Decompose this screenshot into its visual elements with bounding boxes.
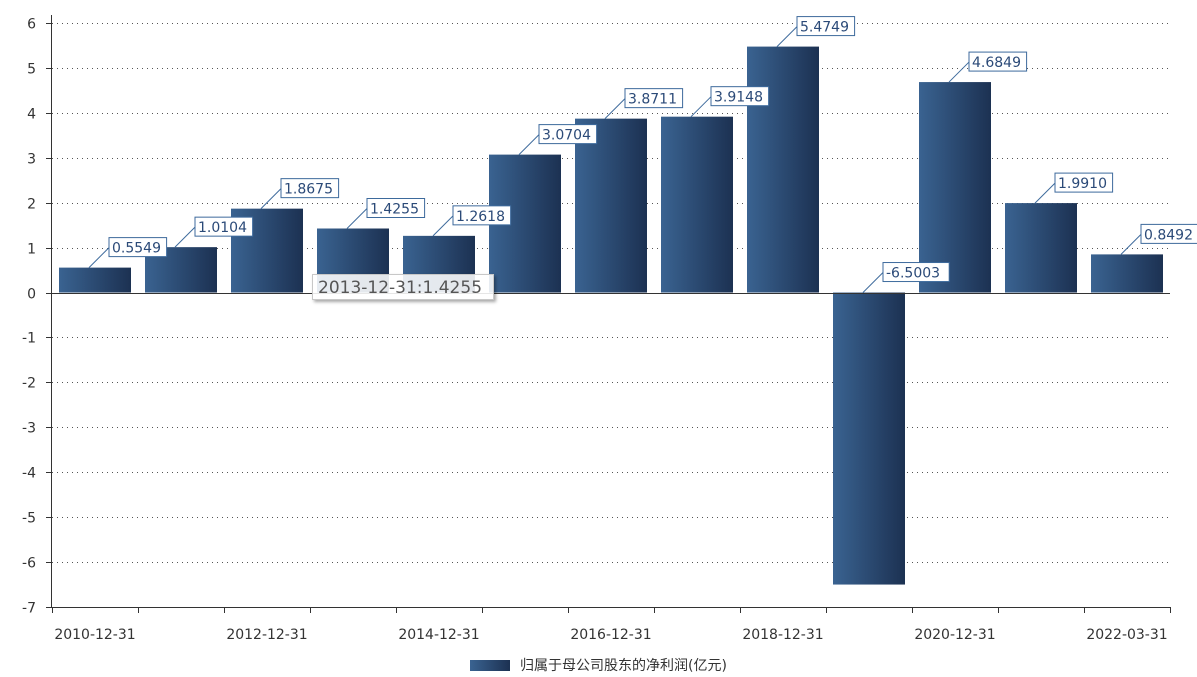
y-tick-label: 2 [27, 197, 36, 213]
data-label-leader [690, 96, 712, 118]
x-tick-label: 2022-03-31 [1086, 627, 1167, 643]
x-tick-label: 2014-12-31 [398, 627, 479, 643]
legend-swatch [470, 659, 510, 671]
data-label: 1.0104 [198, 220, 247, 236]
data-label: 1.8675 [284, 182, 333, 198]
data-label-leader [1120, 234, 1142, 255]
data-label: 1.9910 [1058, 176, 1107, 192]
x-tick-label: 2016-12-31 [570, 627, 651, 643]
data-label: 0.5549 [112, 241, 161, 257]
data-label-box [194, 216, 254, 237]
data-label-leader [776, 26, 798, 47]
bars [59, 46, 1163, 585]
y-tick-label: 1 [27, 242, 36, 258]
data-labels: 0.5549 1.0104 1.8675 1.4255 1.2618 3.0704 3.87… [88, 16, 1197, 293]
data-label-box [1140, 223, 1197, 244]
bar [919, 82, 991, 293]
data-label-box [108, 237, 168, 258]
bar [59, 267, 131, 293]
data-label-box [710, 86, 770, 107]
data-label-box [624, 88, 684, 109]
data-label-leader [1034, 182, 1056, 204]
y-tick-label: -2 [22, 376, 36, 392]
bar [661, 116, 733, 293]
legend[interactable]: 归属于母公司股东的净利润(亿元) [470, 655, 727, 675]
data-label-box [452, 205, 512, 226]
y-tick-label: -3 [22, 421, 36, 437]
y-tick-label: -5 [22, 511, 36, 527]
data-label: -6.5003 [886, 266, 940, 282]
bar [747, 46, 819, 293]
data-label-leader [174, 226, 196, 248]
data-label: 5.4749 [800, 20, 849, 36]
y-tick-label: 5 [27, 62, 36, 78]
y-tick-label: -7 [22, 601, 36, 617]
bar [1091, 254, 1163, 293]
x-tick-label: 2012-12-31 [226, 627, 307, 643]
data-label-leader [260, 188, 282, 209]
y-tick-label: -4 [22, 466, 36, 482]
data-label-leader [518, 134, 540, 155]
data-label-box [1054, 172, 1114, 193]
data-label-box [882, 262, 950, 283]
data-label: 3.0704 [542, 128, 591, 144]
axes: 6 5 4 3 2 1 0 -1 -2 -3 -4 -5 -6 -7 2010-12-31 2012-12-3… [22, 15, 1171, 643]
legend-label: 归属于母公司股东的净利润(亿元) [520, 658, 727, 674]
data-label: 0.8492 [1144, 227, 1193, 243]
y-tick-label: 0 [27, 287, 36, 303]
data-label: 3.8711 [628, 92, 677, 108]
y-tick-label: 6 [27, 17, 36, 33]
bar [575, 118, 647, 293]
data-label: 1.4255 [370, 202, 419, 218]
data-label: 3.9148 [714, 90, 763, 106]
x-tick-label: 2018-12-31 [742, 627, 823, 643]
x-tick-label: 2010-12-31 [54, 627, 135, 643]
data-label: 1.2618 [456, 209, 505, 225]
data-label: 4.6849 [972, 55, 1021, 71]
y-tick-label: -1 [22, 331, 36, 347]
y-tick-label: -6 [22, 556, 36, 572]
bar [1005, 203, 1077, 293]
hover-tooltip: 2013-12-31:1.4255 [312, 274, 494, 300]
data-label-leader [88, 247, 110, 268]
data-label-leader [346, 208, 368, 229]
data-label-leader [948, 61, 970, 83]
data-label-leader [604, 98, 626, 119]
data-label-box [366, 198, 426, 219]
data-label-leader [432, 215, 454, 237]
bar [833, 292, 905, 585]
data-label-box [280, 178, 340, 199]
grid-lines [52, 23, 1170, 608]
data-label-box [968, 51, 1028, 72]
y-tick-label: 4 [27, 107, 36, 123]
x-tick-label: 2020-12-31 [914, 627, 995, 643]
data-label-box [538, 124, 598, 145]
y-tick-label: 3 [27, 152, 36, 168]
data-label-box [796, 16, 856, 37]
data-label-leader [862, 272, 884, 293]
